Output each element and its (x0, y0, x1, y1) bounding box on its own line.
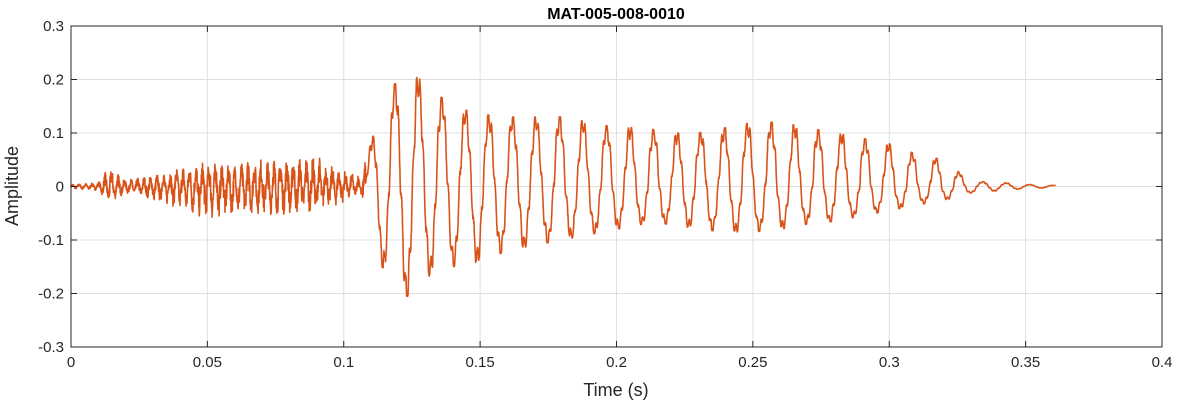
x-tick-label: 0.25 (738, 354, 767, 371)
y-tick-label: -0.1 (38, 232, 64, 249)
y-tick-label: -0.3 (38, 339, 64, 356)
chart-title: MAT-005-008-0010 (547, 6, 685, 23)
y-tick-label: 0.1 (43, 125, 64, 142)
y-axis-label: Amplitude (2, 146, 22, 226)
y-axis: -0.3 -0.2 -0.1 0 0.1 0.2 0.3 (38, 18, 1162, 356)
y-tick-label: -0.2 (38, 286, 64, 303)
x-axis-label: Time (s) (583, 380, 648, 400)
x-tick-label: 0.05 (193, 354, 222, 371)
plot-area (70, 76, 1057, 297)
x-tick-label: 0.1 (333, 354, 354, 371)
x-tick-label: 0.35 (1011, 354, 1040, 371)
x-tick-label: 0.4 (1152, 354, 1173, 371)
x-axis: 0 0.05 0.1 0.15 0.2 0.25 0.3 0.35 0.4 (67, 26, 1173, 371)
y-tick-label: 0.3 (43, 18, 64, 35)
x-tick-label: 0 (67, 354, 75, 371)
x-tick-label: 0.3 (879, 354, 900, 371)
grid-lines (70, 25, 1163, 348)
x-tick-label: 0.15 (466, 354, 495, 371)
y-tick-label: 0.2 (43, 72, 64, 89)
x-tick-label: 0.2 (606, 354, 627, 371)
y-tick-label: 0 (56, 179, 64, 196)
waveform-series-line (70, 76, 1057, 297)
